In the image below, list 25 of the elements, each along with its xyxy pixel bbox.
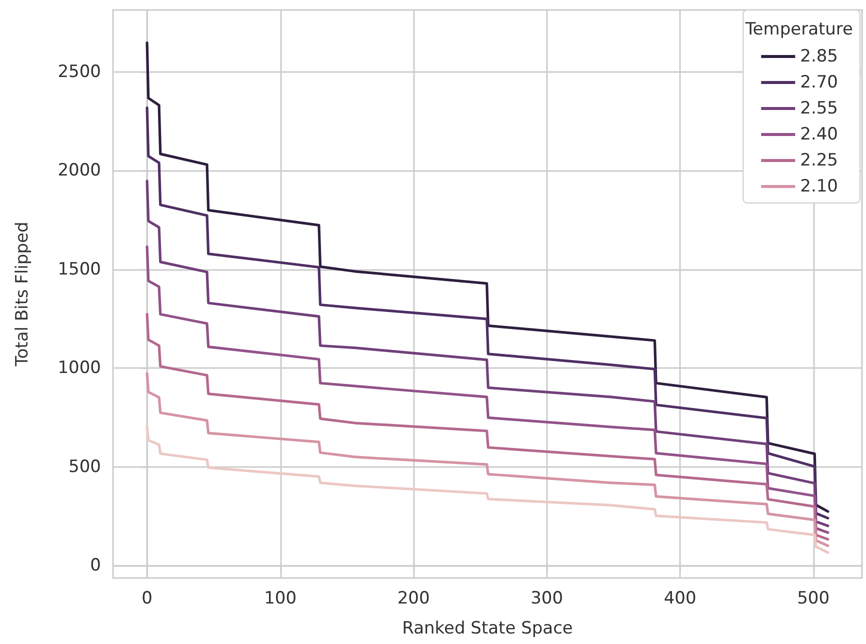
y-axis-title: Total Bits Flipped bbox=[12, 222, 32, 368]
legend-label: 2.55 bbox=[800, 98, 838, 118]
y-tick-label: 500 bbox=[68, 456, 101, 477]
legend-label: 2.10 bbox=[800, 176, 838, 196]
x-tick-label: 500 bbox=[797, 588, 830, 608]
x-axis-title: Ranked State Space bbox=[402, 618, 573, 638]
legend-label: 2.85 bbox=[800, 46, 838, 66]
legend-title: Temperature bbox=[744, 20, 853, 40]
line-series bbox=[146, 312, 830, 541]
x-tick-label: 100 bbox=[264, 588, 297, 608]
y-tick-label: 2500 bbox=[58, 62, 101, 82]
y-tick-label: 0 bbox=[90, 556, 101, 576]
y-tick-label: 1000 bbox=[58, 358, 101, 378]
y-tick-label: 2000 bbox=[58, 160, 101, 181]
x-tick-label: 400 bbox=[664, 588, 696, 608]
line-series bbox=[146, 245, 830, 534]
line-series bbox=[146, 372, 830, 548]
legend-label: 2.70 bbox=[800, 72, 838, 92]
x-tick-label: 0 bbox=[142, 588, 152, 608]
x-tick-label: 300 bbox=[530, 588, 564, 608]
line-series bbox=[146, 426, 830, 554]
legend-label: 2.40 bbox=[800, 124, 838, 144]
legend-label: 2.25 bbox=[800, 150, 838, 170]
x-tick-label: 200 bbox=[397, 588, 430, 608]
y-tick-label: 1500 bbox=[58, 259, 101, 280]
